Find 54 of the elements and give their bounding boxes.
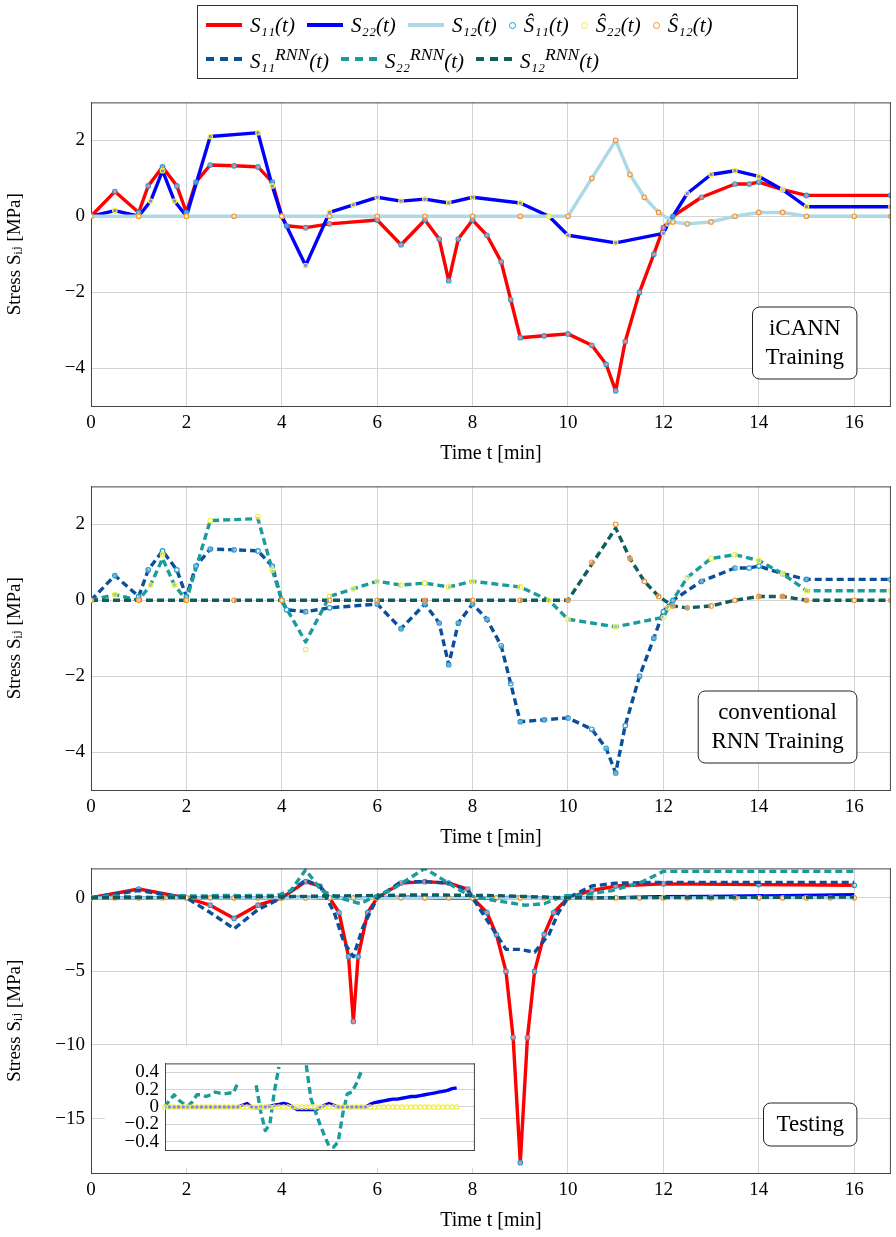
legend-label: Ŝ₂₂(t) [595,12,641,38]
legend-label: Ŝ₁₂(t) [667,12,713,38]
annotation: iCANN Training [765,314,845,369]
legend-label: Ŝ₁₁(t) [523,12,569,38]
x-tick-label: 14 [749,411,769,433]
x-tick-label: 2 [181,1178,192,1200]
y-tick-label: 0 [75,588,85,610]
y-tick-label: 0 [75,885,85,907]
y-tick-label: −10 [55,1032,85,1054]
y-tick-label: −2 [64,664,85,686]
y-tick-label: −4 [64,356,86,378]
legend-label: S₂₂$^{RNN}$(t) [384,44,464,74]
legend-label: S₁₂(t) [451,12,497,38]
x-tick-label: 10 [558,411,578,433]
y-axis-title: Stress Sᵢⱼ [MPa] [3,959,25,1082]
legend-label: S₁₁$^{RNN}$(t) [250,44,329,74]
x-tick-label: 8 [467,795,478,817]
x-tick-label: 16 [844,795,864,817]
y-tick-label: 2 [75,512,85,534]
x-tick-label: 6 [372,795,382,817]
x-tick-label: 2 [181,795,192,817]
x-tick-label: 12 [653,411,673,433]
x-axis-title: Time t [min] [440,441,542,464]
y-tick-label: −2 [64,280,85,302]
y-tick-label: 2 [75,128,85,150]
x-axis-title: Time t [min] [440,1208,542,1231]
x-tick-label: 4 [277,411,288,433]
legend-label: S₂₂(t) [350,12,396,38]
annotation: Testing [776,1110,845,1136]
y-tick-label: −5 [64,959,85,981]
x-tick-label: 16 [844,1178,864,1200]
x-tick-label: 6 [372,1178,382,1200]
y-tick-label: −4 [64,740,86,762]
x-tick-label: 4 [277,795,288,817]
y-tick-label: 0 [75,204,85,226]
x-tick-label: 6 [372,411,382,433]
x-axis-title: Time t [min] [440,825,542,848]
x-tick-label: 12 [653,1178,673,1200]
y-axis-title: Stress Sᵢⱼ [MPa] [3,193,25,316]
x-tick-label: 10 [558,795,578,817]
x-tick-label: 14 [749,1178,769,1200]
x-tick-label: 2 [181,411,192,433]
x-tick-label: 16 [844,411,864,433]
x-tick-label: 8 [467,411,478,433]
x-tick-label: 8 [467,1178,478,1200]
y-axis-title: Stress Sᵢⱼ [MPa] [3,577,25,700]
x-tick-label: 12 [653,795,673,817]
x-tick-label: 10 [558,1178,578,1200]
x-tick-label: 14 [749,795,769,817]
legend-label: S₁₂$^{RNN}$(t) [519,44,599,74]
annotation: conventional RNN Training [711,698,845,753]
x-tick-label: 4 [277,1178,288,1200]
y-tick-label: −15 [55,1106,85,1128]
legend-label: S₁₁(t) [250,12,295,38]
